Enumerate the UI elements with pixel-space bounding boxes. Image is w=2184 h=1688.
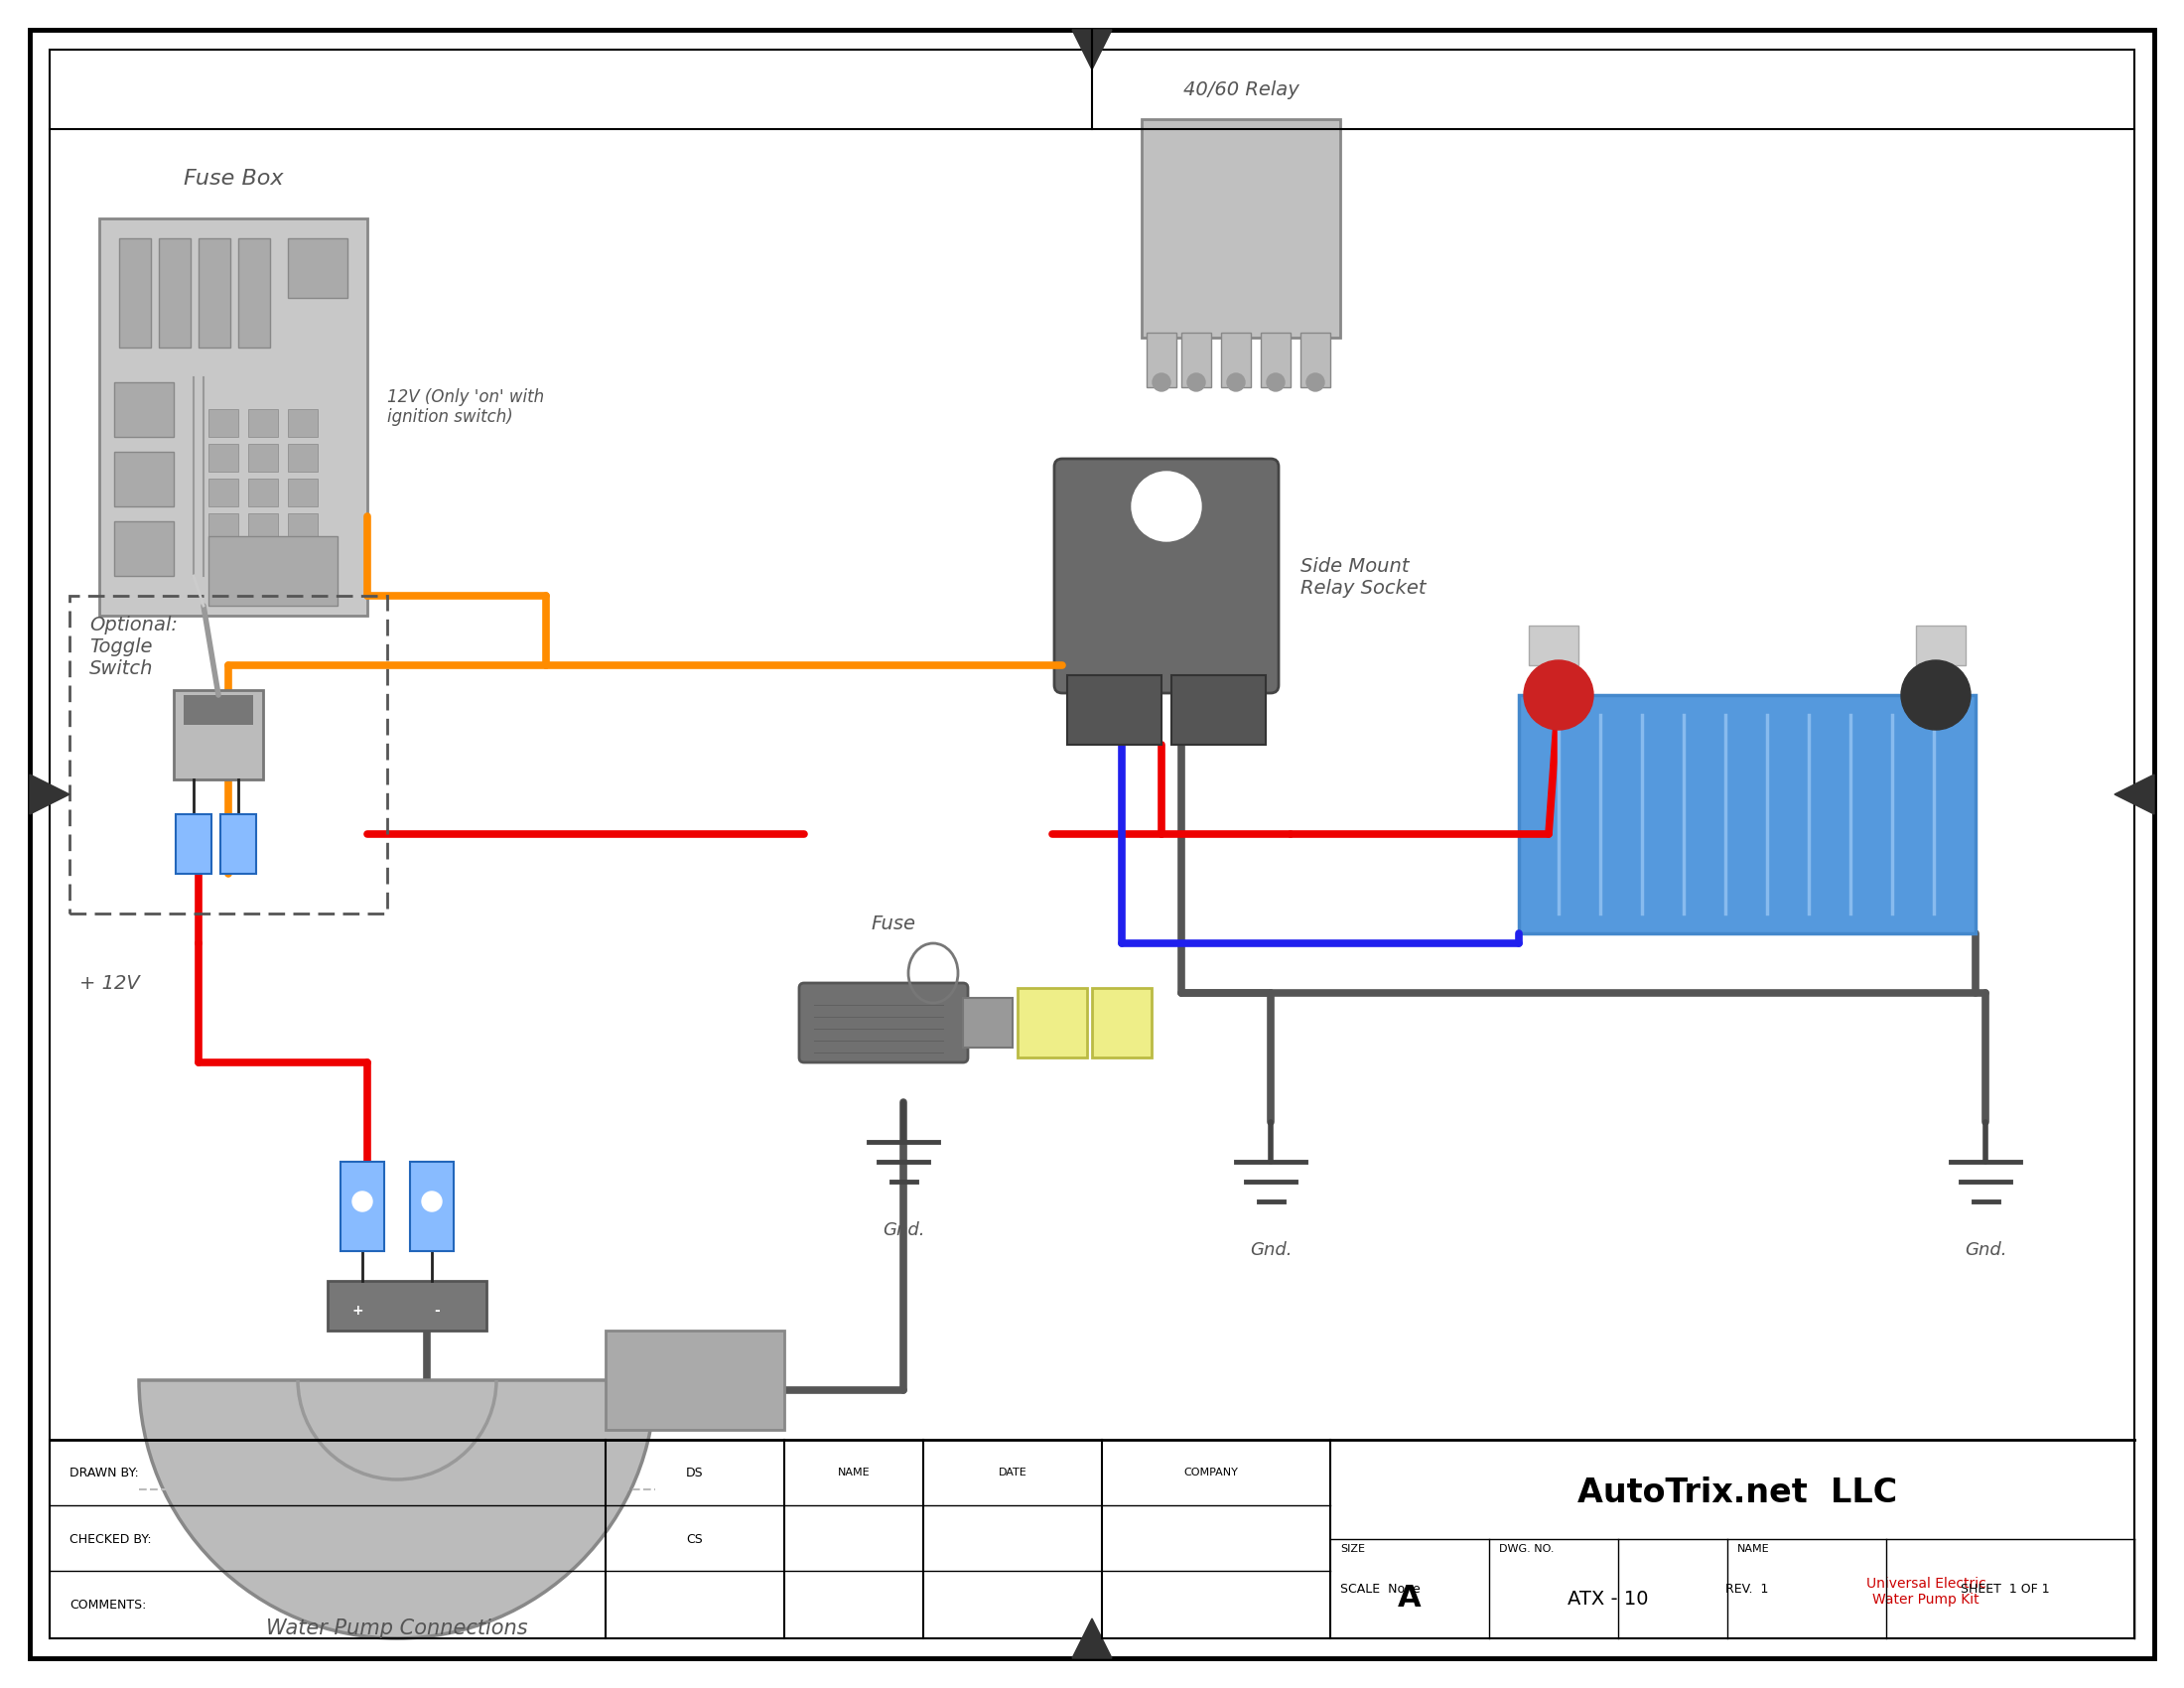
Text: +: + [352, 1303, 363, 1318]
Text: -: - [435, 1303, 439, 1318]
Bar [288, 238, 347, 297]
Text: DATE: DATE [998, 1469, 1026, 1477]
Bar [114, 381, 175, 437]
Text: NAME: NAME [1736, 1545, 1769, 1555]
Bar [159, 238, 190, 348]
Bar [1299, 333, 1330, 387]
Bar [249, 513, 277, 542]
Bar [221, 814, 256, 874]
Bar [288, 479, 317, 506]
Polygon shape [31, 775, 70, 814]
Bar [1518, 695, 1977, 933]
Text: A: A [1398, 1585, 1422, 1614]
Text: 40/60 Relay: 40/60 Relay [1184, 81, 1299, 100]
Text: CS: CS [686, 1533, 703, 1546]
Bar [288, 549, 317, 576]
Bar [341, 1161, 384, 1251]
Text: + 12V: + 12V [79, 974, 140, 993]
Bar [411, 1161, 454, 1251]
Bar [114, 452, 175, 506]
Text: 12V (Only 'on' with
ignition switch): 12V (Only 'on' with ignition switch) [387, 388, 544, 427]
Text: Gnd.: Gnd. [1249, 1241, 1291, 1259]
Bar [114, 522, 175, 576]
Text: NAME: NAME [836, 1469, 869, 1477]
Bar [207, 479, 238, 506]
Circle shape [1306, 373, 1324, 392]
Text: Side Mount
Relay Socket: Side Mount Relay Socket [1299, 557, 1426, 598]
Bar [1147, 333, 1177, 387]
Circle shape [1188, 373, 1206, 392]
Bar [249, 479, 277, 506]
FancyBboxPatch shape [799, 982, 968, 1062]
Bar [288, 408, 317, 437]
Circle shape [422, 1192, 441, 1212]
Text: SHEET  1 OF 1: SHEET 1 OF 1 [1961, 1582, 2051, 1595]
Polygon shape [1072, 1619, 1112, 1658]
Polygon shape [1072, 30, 1112, 69]
Text: ATX - 10: ATX - 10 [1568, 1588, 1649, 1609]
Circle shape [1900, 660, 1970, 729]
Text: Optional:
Toggle
Switch: Optional: Toggle Switch [90, 616, 177, 679]
Bar [1171, 675, 1267, 744]
Text: Water Pump Connections: Water Pump Connections [266, 1619, 529, 1639]
Polygon shape [2114, 775, 2153, 814]
Bar [120, 238, 151, 348]
Bar [249, 444, 277, 471]
Bar [207, 513, 238, 542]
Bar [207, 549, 238, 576]
Bar [175, 814, 212, 874]
Bar [1260, 333, 1291, 387]
Bar [1018, 987, 1088, 1057]
Bar [1529, 626, 1579, 665]
Text: CHECKED BY:: CHECKED BY: [70, 1533, 151, 1546]
Text: COMPANY: COMPANY [1184, 1469, 1238, 1477]
Text: REV.  1: REV. 1 [1725, 1582, 1769, 1595]
Text: Universal Electric
Water Pump Kit: Universal Electric Water Pump Kit [1865, 1577, 1985, 1607]
Bar [70, 596, 387, 913]
Bar [1182, 333, 1212, 387]
Circle shape [1131, 471, 1201, 542]
Bar [963, 998, 1013, 1048]
Bar [207, 537, 339, 606]
Circle shape [1524, 660, 1594, 729]
Text: SIZE: SIZE [1341, 1545, 1365, 1555]
Bar [183, 695, 253, 724]
Text: COMMENTS:: COMMENTS: [70, 1599, 146, 1612]
Circle shape [352, 1192, 371, 1212]
Bar [288, 513, 317, 542]
Bar [249, 549, 277, 576]
Text: Gnd.: Gnd. [1963, 1241, 2007, 1259]
Bar [1092, 987, 1151, 1057]
Wedge shape [140, 1381, 655, 1639]
Bar [605, 1330, 784, 1430]
Text: DS: DS [686, 1467, 703, 1479]
Bar [207, 444, 238, 471]
Bar [238, 238, 271, 348]
Bar [98, 218, 367, 616]
Circle shape [1153, 373, 1171, 392]
FancyBboxPatch shape [1055, 459, 1278, 694]
Bar [1915, 626, 1966, 665]
Text: DWG. NO.: DWG. NO. [1498, 1545, 1555, 1555]
Bar [249, 408, 277, 437]
Bar [1221, 333, 1251, 387]
Text: Fuse Box: Fuse Box [183, 169, 284, 189]
Bar [328, 1281, 487, 1330]
Text: DRAWN BY:: DRAWN BY: [70, 1467, 140, 1479]
Bar [207, 408, 238, 437]
Text: SCALE  None: SCALE None [1341, 1582, 1420, 1595]
Bar [1068, 675, 1162, 744]
Bar [288, 444, 317, 471]
Circle shape [1227, 373, 1245, 392]
Bar [199, 238, 229, 348]
Circle shape [1267, 373, 1284, 392]
Text: AutoTrix.net  LLC: AutoTrix.net LLC [1577, 1477, 1898, 1509]
Text: Fuse: Fuse [871, 915, 915, 933]
Bar [1142, 120, 1341, 338]
Bar [175, 690, 262, 780]
Text: Gnd.: Gnd. [882, 1222, 924, 1239]
